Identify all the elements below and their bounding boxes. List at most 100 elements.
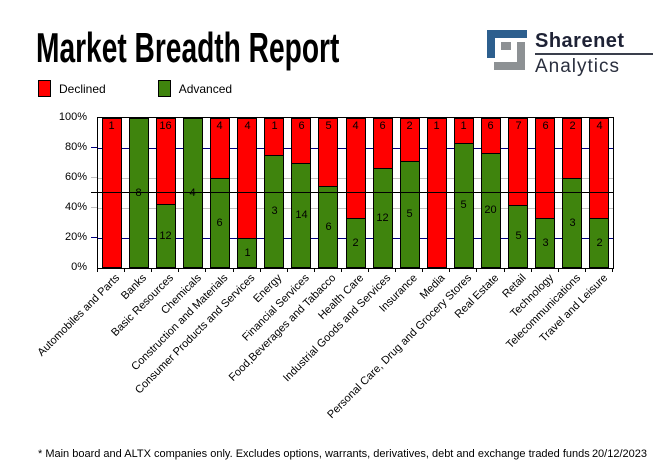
advanced-count-label: 20: [484, 204, 497, 216]
declined-count-label: 6: [379, 120, 386, 132]
bar-segment-declined: [508, 118, 528, 205]
declined-count-label: 4: [352, 120, 359, 132]
declined-count-label: 2: [406, 120, 413, 132]
advanced-count-label: 8: [135, 187, 142, 199]
x-boundary-tick: [314, 269, 315, 272]
declined-count-label: 5: [325, 120, 332, 132]
footnote: * Main board and ALTX companies only. Ex…: [38, 448, 590, 460]
declined-count-label: 1: [108, 120, 115, 132]
declined-count-label: 1: [271, 120, 278, 132]
x-boundary-tick: [504, 269, 505, 272]
y-tickmark-20: [91, 237, 97, 238]
bar-segment-advanced: [318, 186, 338, 268]
y-tickmark-60: [91, 177, 97, 178]
advanced-legend-label: Advanced: [178, 81, 233, 96]
advanced-count-label: 5: [460, 199, 467, 211]
page-title: Market Breadth Report: [36, 24, 340, 71]
declined-count-label: 7: [515, 120, 522, 132]
logo-divider: [535, 53, 653, 55]
bar-segment-advanced: [237, 238, 257, 268]
x-boundary-tick: [260, 269, 261, 272]
declined-count-label: 4: [216, 120, 223, 132]
bar-segment-declined: [291, 118, 311, 163]
bar-segment-declined: [454, 118, 474, 143]
y-axis-label-0: 0%: [71, 261, 87, 273]
advanced-count-label: 4: [189, 187, 196, 199]
sharenet-logo-icon: [487, 30, 527, 70]
x-boundary-tick: [97, 269, 98, 272]
advanced-count-label: 3: [569, 217, 576, 229]
advanced-count-label: 12: [376, 212, 389, 224]
y-axis-label-60: 60%: [64, 171, 87, 183]
declined-color-swatch: [38, 80, 51, 97]
declined-count-label: 1: [433, 120, 440, 132]
bar-segment-declined: [237, 118, 257, 238]
declined-count-label: 4: [596, 120, 603, 132]
bar-segment-declined: [535, 118, 555, 218]
bar-segment-advanced: [291, 163, 311, 268]
advanced-color-swatch: [157, 80, 171, 97]
bar-segment-declined: [589, 118, 609, 218]
bar-segment-declined: [481, 118, 501, 153]
bar-segment-advanced: [210, 178, 230, 268]
x-boundary-tick: [612, 269, 613, 272]
x-boundary-tick: [368, 269, 369, 272]
y-tickmark-50: [91, 192, 97, 193]
gridline-50: [98, 192, 613, 193]
bar-segment-advanced: [562, 178, 582, 268]
bar-segment-declined: [373, 118, 393, 168]
bar-segment-advanced: [346, 218, 366, 268]
chart-plot-area: 1 8 16 12 4 4 6 4 1 1 3 6 14 5 6 4 2 6 12 2 5 1 1 5 6 20 7 5 6 3 2 3 4 2: [97, 117, 614, 269]
bar-segment-advanced: [183, 118, 203, 268]
x-boundary-tick: [422, 269, 423, 272]
x-boundary-tick: [395, 269, 396, 272]
x-boundary-tick: [124, 269, 125, 272]
y-tickmark-40: [91, 207, 97, 208]
bar-segment-declined: [400, 118, 420, 161]
declined-legend-label: Declined: [59, 81, 106, 96]
y-axis-label-80: 80%: [64, 141, 87, 153]
y-axis-label-20: 20%: [64, 231, 87, 243]
advanced-count-label: 6: [325, 221, 332, 233]
sharenet-logo: Sharenet Analytics: [487, 30, 653, 77]
x-boundary-tick: [558, 269, 559, 272]
x-boundary-tick: [449, 269, 450, 272]
bar-segment-declined: [264, 118, 284, 155]
logo-product-name: Analytics: [535, 56, 621, 77]
advanced-count-label: 5: [406, 208, 413, 220]
y-axis-label-40: 40%: [64, 201, 87, 213]
bar-segment-advanced: [156, 204, 176, 268]
bar-segment-declined: [562, 118, 582, 178]
bar-segment-advanced: [373, 168, 393, 268]
x-axis-label: Automobiles and Parts: [35, 272, 123, 359]
y-tickmark-80: [91, 147, 97, 148]
bar-segment-advanced: [264, 155, 284, 268]
x-boundary-tick: [585, 269, 586, 272]
bar-segment-advanced: [535, 218, 555, 268]
advanced-count-label: 3: [271, 205, 278, 217]
x-boundary-tick: [151, 269, 152, 272]
declined-count-label: 4: [244, 120, 251, 132]
declined-count-label: 1: [460, 120, 467, 132]
declined-count-label: 6: [298, 120, 305, 132]
bar-segment-advanced: [400, 161, 420, 268]
advanced-count-label: 1: [244, 247, 251, 259]
bar-segment-advanced: [508, 205, 528, 268]
x-boundary-tick: [233, 269, 234, 272]
advanced-count-label: 2: [596, 237, 603, 249]
bar-segment-declined: [318, 118, 338, 186]
x-boundary-tick: [205, 269, 206, 272]
bar-segment-declined: [427, 118, 447, 268]
bar-segment-advanced: [481, 153, 501, 268]
report-date: 20/12/2023: [591, 448, 647, 460]
x-boundary-tick: [531, 269, 532, 272]
advanced-count-label: 14: [295, 209, 308, 221]
bar-segment-declined: [346, 118, 366, 218]
x-boundary-tick: [341, 269, 342, 272]
bar-segment-advanced: [129, 118, 149, 268]
advanced-count-label: 6: [216, 217, 223, 229]
bar-segment-declined: [156, 118, 176, 204]
advanced-count-label: 12: [159, 230, 172, 242]
bar-segment-declined: [210, 118, 230, 178]
